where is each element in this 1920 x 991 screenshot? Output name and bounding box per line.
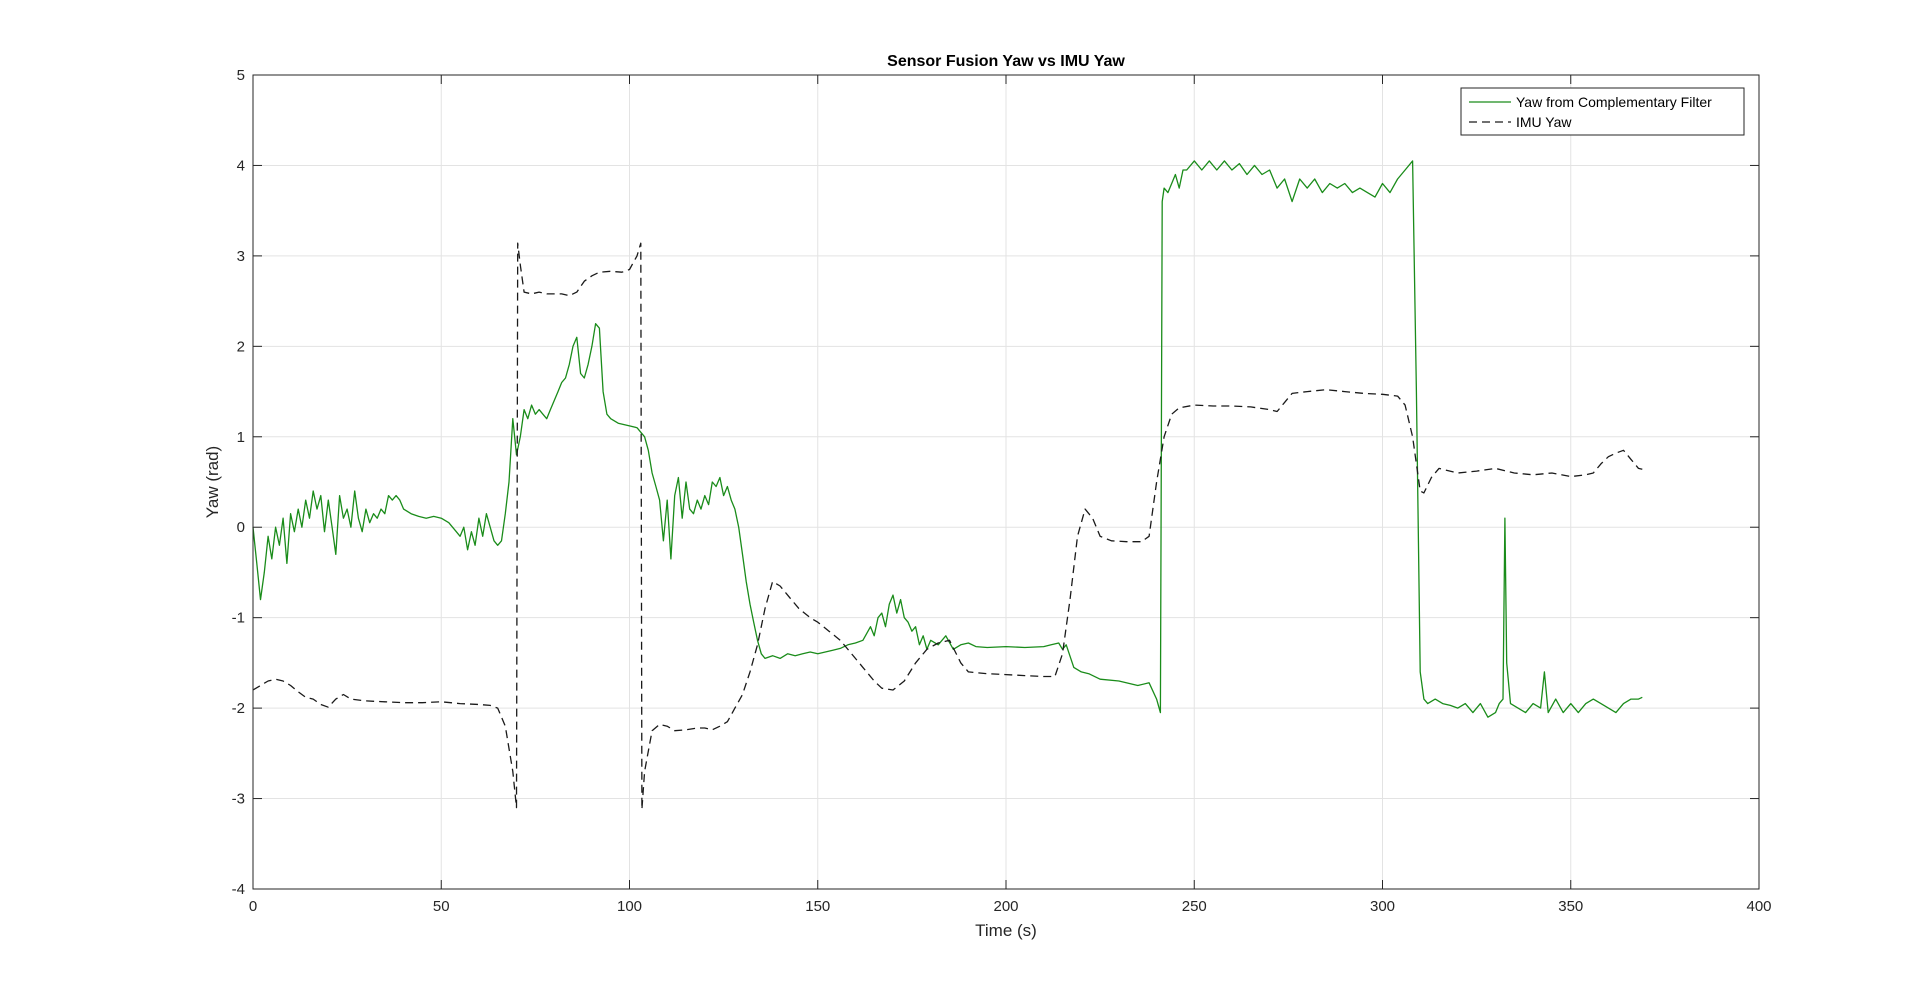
y-tick-label: -2	[232, 700, 245, 717]
x-tick-label: 100	[617, 898, 642, 915]
y-tick-label: 1	[237, 429, 245, 446]
legend: Yaw from Complementary Filter IMU Yaw	[1460, 87, 1745, 136]
legend-box	[1460, 87, 1745, 136]
y-tick-label: 2	[237, 338, 245, 355]
series-line-imu	[252, 242, 1643, 811]
y-axis-label: Yaw (rad)	[203, 446, 222, 518]
axis-ticks: 0 50 100 150 200 250 300 350 400 -4 -3 -2 -1 0 1 2 3 4 5	[232, 67, 1772, 915]
series-line-complementary	[252, 160, 1643, 718]
x-tick-label: 350	[1558, 898, 1583, 915]
y-tick-label: 0	[237, 519, 245, 536]
series-lines	[252, 160, 1643, 811]
chart-title: Sensor Fusion Yaw vs IMU Yaw	[887, 53, 1125, 70]
y-tick-label: 5	[237, 67, 245, 84]
y-tick-label: -4	[232, 881, 245, 898]
y-tick-label: 4	[237, 157, 245, 174]
y-tick-label: 3	[237, 248, 245, 265]
y-tick-label: -3	[232, 791, 245, 808]
x-tick-label: 0	[249, 898, 257, 915]
x-tick-label: 200	[993, 898, 1018, 915]
x-tick-label: 250	[1182, 898, 1207, 915]
x-tick-label: 150	[805, 898, 830, 915]
x-tick-label: 400	[1746, 898, 1771, 915]
legend-label-imu: IMU Yaw	[1516, 114, 1572, 130]
x-axis-label: Time (s)	[975, 921, 1037, 940]
legend-label-complementary: Yaw from Complementary Filter	[1516, 94, 1712, 110]
x-tick-label: 300	[1370, 898, 1395, 915]
x-tick-label: 50	[433, 898, 450, 915]
y-tick-label: -1	[232, 610, 245, 627]
